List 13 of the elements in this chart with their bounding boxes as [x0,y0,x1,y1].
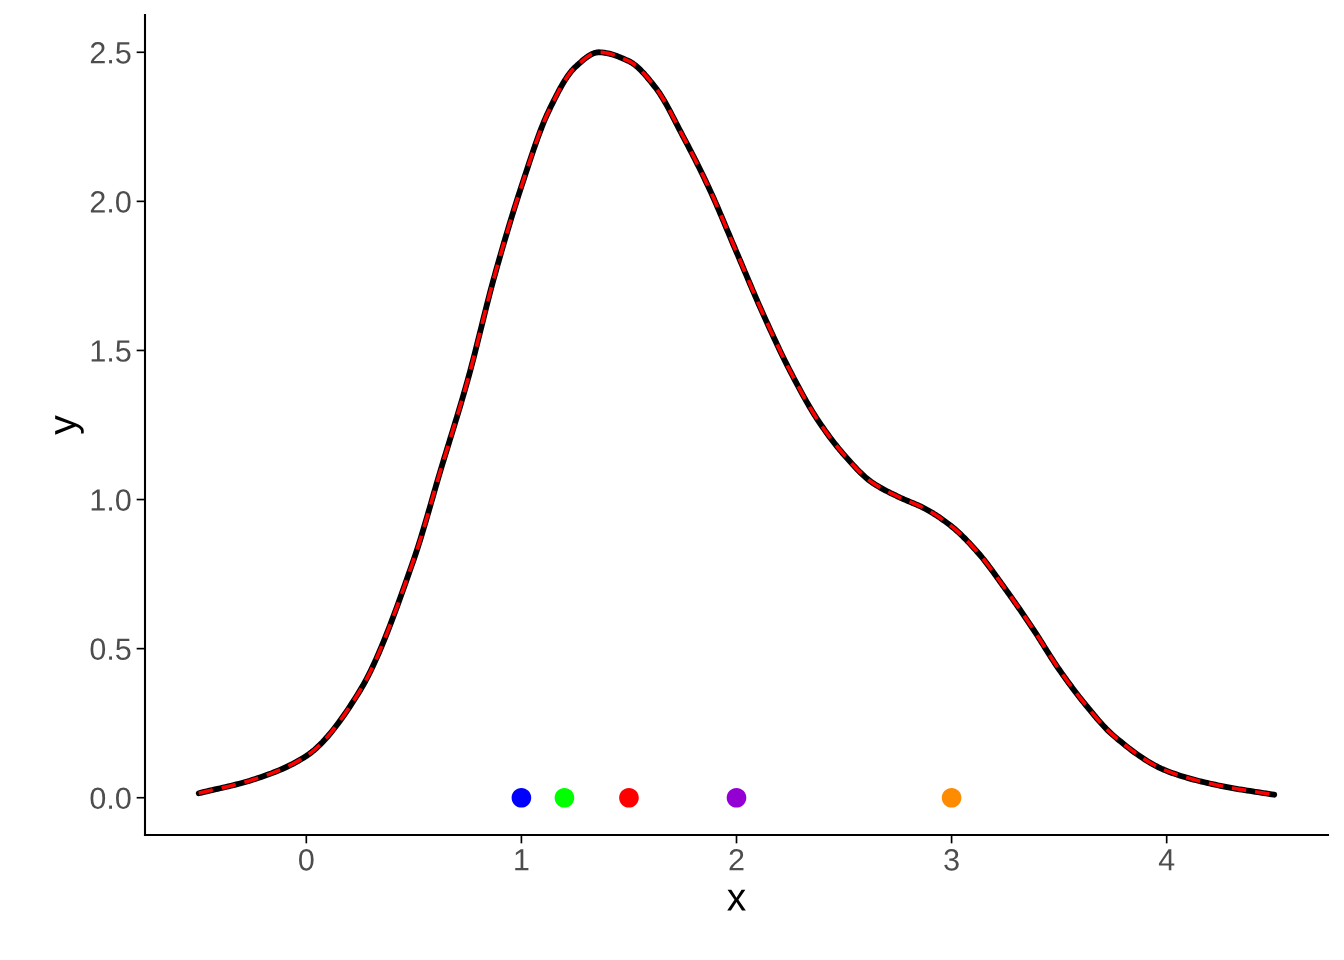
y-tick-label: 2.0 [90,191,131,213]
y-tick-label: 1.5 [91,340,131,362]
y-tick-label: 2.5 [90,42,131,64]
x-tick-label: 1 [515,849,529,871]
x-tick-label: 0 [299,849,314,871]
x-axis-title: x [727,889,746,911]
x-tick-label: 4 [1158,849,1175,871]
y-tick-label: 1.0 [91,489,131,511]
y-axis-title: y [55,415,84,435]
x-tick-label: 3 [944,849,959,871]
y-tick-label: 0.5 [90,638,131,661]
x-tick-label: 2 [729,849,744,871]
y-tick-label: 0.0 [90,787,131,810]
